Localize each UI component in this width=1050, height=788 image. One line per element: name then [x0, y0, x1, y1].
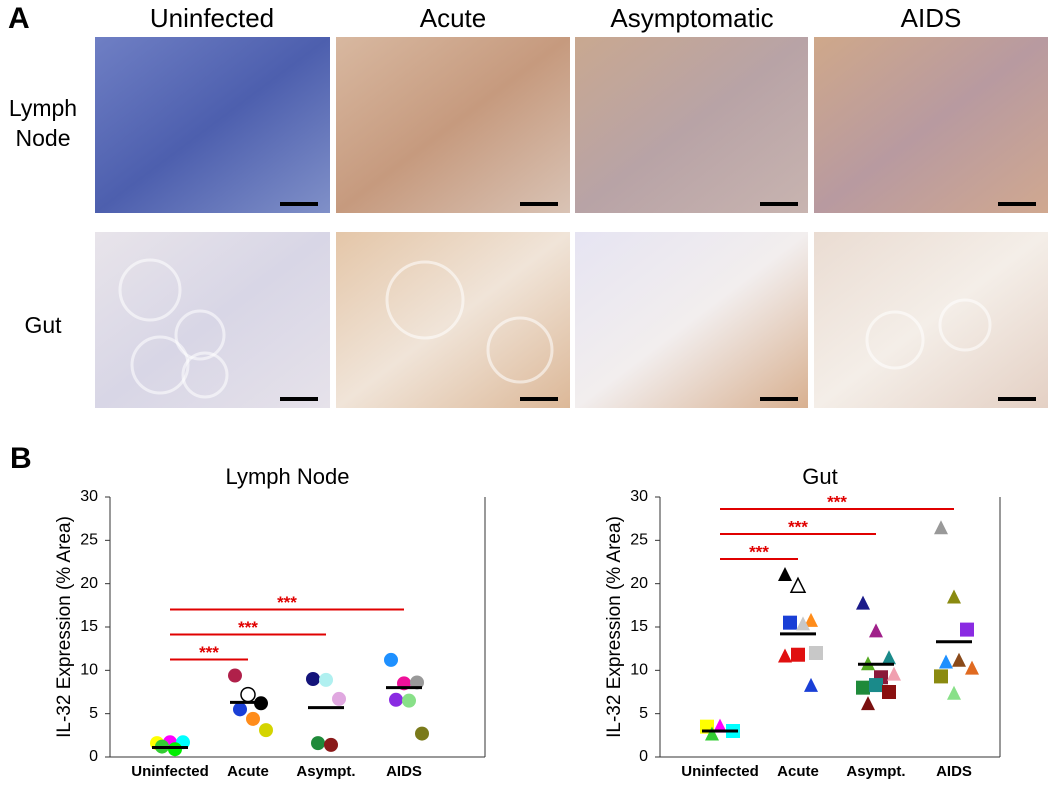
data-point: [415, 726, 429, 741]
data-point: [809, 646, 823, 660]
y-tick-label: 30: [80, 488, 98, 505]
data-point: [319, 672, 333, 687]
row-label: Gut: [24, 312, 62, 338]
data-point: [389, 692, 403, 707]
y-tick-label: 15: [80, 618, 98, 635]
x-tick-label: AIDS: [386, 763, 422, 780]
column-label: Asymptomatic: [610, 3, 774, 33]
significance-label: ***: [277, 593, 297, 612]
row-label: Lymph Node: [8, 95, 78, 151]
y-tick-label: 10: [80, 662, 98, 679]
data-point: [228, 668, 242, 683]
data-point: [965, 660, 979, 675]
x-tick-label: Uninfected: [131, 763, 209, 780]
y-tick-label: 10: [630, 662, 648, 679]
data-point: [939, 654, 953, 669]
data-point: [240, 686, 256, 703]
y-tick-label: 15: [630, 618, 648, 635]
column-label: Uninfected: [149, 3, 275, 33]
micrographs: [95, 37, 1048, 408]
data-point: [778, 648, 792, 663]
data-point: [778, 567, 792, 581]
micrograph: [336, 37, 570, 213]
significance-label: ***: [827, 492, 847, 511]
data-point: [796, 616, 810, 631]
micrograph: [575, 37, 808, 213]
data-point: [934, 669, 948, 684]
scatter-chart: Gut IL-32 Expression (% Area) 0 5 10 15 20 25 30…: [604, 464, 1001, 780]
data-point: [789, 576, 807, 594]
data-point: [783, 615, 797, 630]
x-tick-label: Asympt.: [846, 763, 905, 780]
data-point: [402, 693, 416, 708]
data-point: [233, 702, 247, 717]
data-point: [934, 520, 948, 535]
y-tick-label: 25: [630, 532, 648, 549]
data-point: [306, 672, 320, 686]
panel-letter: B: [10, 442, 32, 475]
data-point: [168, 742, 182, 757]
data-point: [947, 589, 961, 604]
crypt-outlines: [118, 258, 992, 399]
data-point: [804, 612, 818, 627]
y-tick-label: 20: [80, 575, 98, 592]
significance-label: ***: [199, 643, 219, 662]
column-label: Acute: [419, 3, 487, 33]
data-point: [856, 595, 870, 610]
y-tick-label: 0: [639, 748, 648, 765]
data-point: [947, 685, 961, 700]
micrograph: [575, 232, 808, 408]
data-point: [259, 723, 273, 738]
x-tick-label: AIDS: [936, 763, 972, 780]
significance-label: ***: [238, 618, 258, 637]
data-point: [246, 711, 260, 726]
y-tick-label: 30: [630, 488, 648, 505]
micrograph: [95, 232, 330, 408]
chart-title: Lymph Node: [226, 464, 350, 489]
data-point: [713, 718, 727, 733]
y-axis-label: IL-32 Expression (% Area): [54, 516, 75, 738]
micrograph: [814, 37, 1048, 213]
data-point: [311, 736, 325, 751]
significance-label: ***: [788, 517, 808, 536]
data-point: [791, 647, 805, 662]
y-axis-label: IL-32 Expression (% Area): [604, 516, 625, 738]
data-point: [705, 726, 719, 741]
scatter-chart: Lymph Node IL-32 Expression (% Area) 0 5 10 1…: [54, 464, 486, 780]
data-point: [384, 652, 398, 667]
data-point: [882, 650, 896, 665]
data-point: [952, 652, 966, 667]
x-tick-label: Acute: [777, 763, 819, 780]
y-tick-label: 5: [639, 705, 648, 722]
scale-bars: [280, 202, 1036, 401]
y-tick-label: 20: [630, 575, 648, 592]
data-point: [324, 737, 338, 752]
data-point: [856, 680, 870, 695]
data-point: [887, 666, 901, 681]
y-tick-label: 25: [80, 532, 98, 549]
panel-letter: A: [8, 2, 30, 35]
micrograph: [95, 37, 330, 213]
x-tick-label: Asympt.: [296, 763, 355, 780]
data-point: [882, 685, 896, 699]
data-point: [869, 678, 883, 693]
data-point: [869, 623, 883, 638]
y-tick-label: 0: [89, 748, 98, 765]
x-tick-label: Acute: [227, 763, 269, 780]
x-tick-label: Uninfected: [681, 763, 759, 780]
y-tick-label: 5: [89, 705, 98, 722]
chart-title: Gut: [802, 464, 837, 489]
data-point: [861, 696, 875, 711]
significance-label: ***: [749, 542, 769, 561]
data-point: [410, 675, 424, 690]
data-point: [332, 691, 346, 706]
data-point: [960, 622, 974, 637]
data-point: [804, 677, 818, 692]
micrograph: [814, 232, 1048, 408]
column-label: AIDS: [900, 3, 962, 33]
